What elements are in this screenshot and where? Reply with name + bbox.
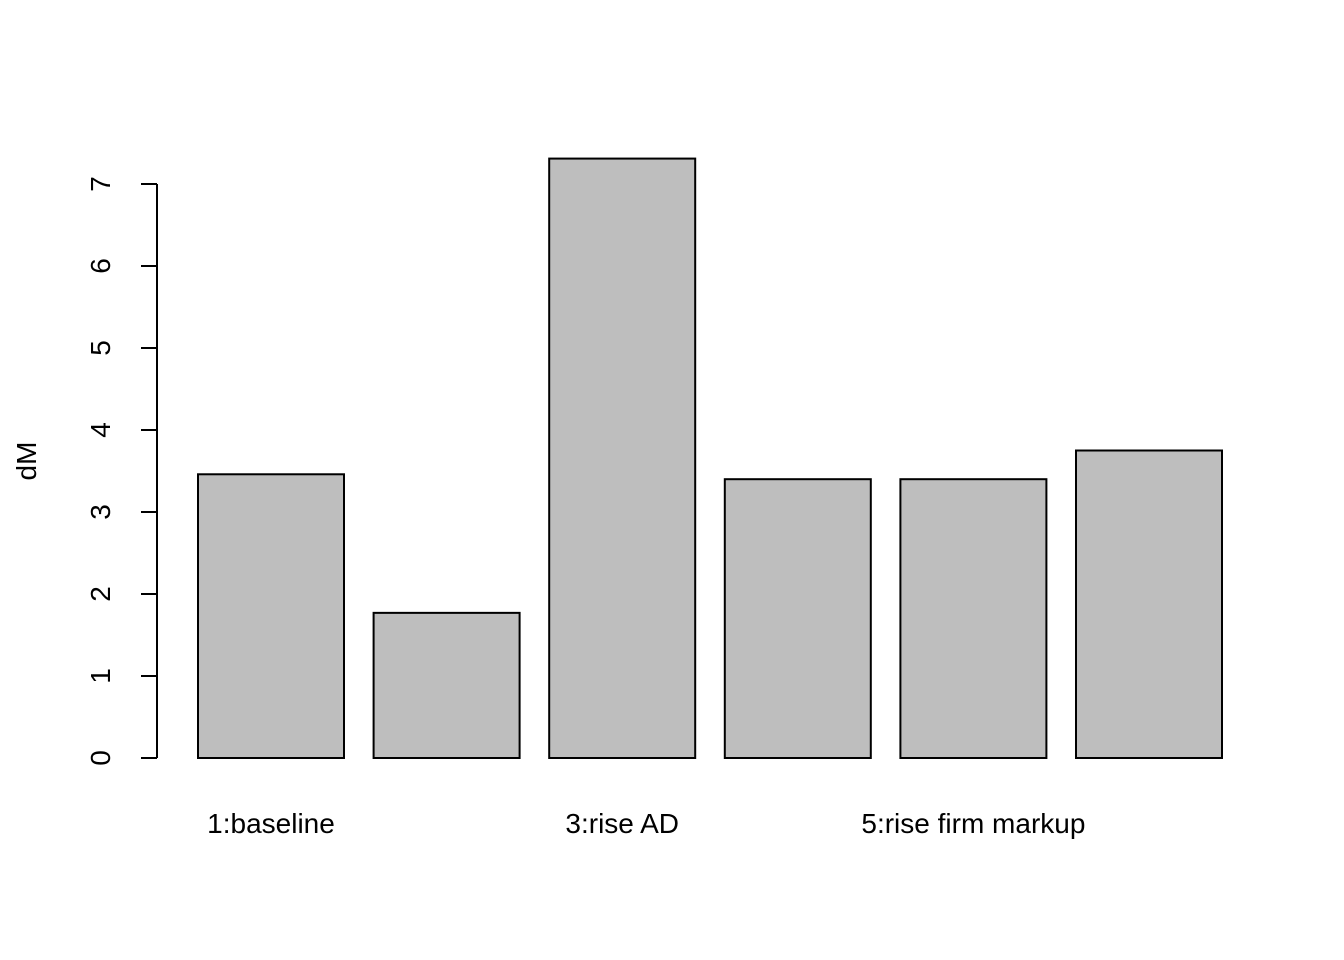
category-label-1: 1:baseline xyxy=(207,808,335,839)
y-tick-label-3: 3 xyxy=(85,504,116,520)
bar-3 xyxy=(548,157,697,759)
bar-2 xyxy=(372,611,521,759)
bar-4 xyxy=(723,478,872,759)
bars-group xyxy=(197,157,1223,759)
y-tick-label-1: 1 xyxy=(85,668,116,684)
y-tick-label-0: 0 xyxy=(85,750,116,766)
category-labels: 1:baseline 3:rise AD 5:rise firm markup xyxy=(207,808,1085,839)
bar-1 xyxy=(197,473,345,759)
y-tick-label-2: 2 xyxy=(85,586,116,602)
bar-5 xyxy=(899,478,1048,759)
y-tick-label-5: 5 xyxy=(85,340,116,356)
y-tick-label-4: 4 xyxy=(85,422,116,438)
bar-6 xyxy=(1075,449,1223,759)
y-tick-label-6: 6 xyxy=(85,258,116,274)
category-label-3: 3:rise AD xyxy=(565,808,679,839)
category-label-5: 5:rise firm markup xyxy=(861,808,1085,839)
y-tick-label-7: 7 xyxy=(85,176,116,192)
y-axis-title: dM xyxy=(11,442,42,481)
y-axis: 0 1 2 3 4 5 6 7 xyxy=(85,176,158,766)
